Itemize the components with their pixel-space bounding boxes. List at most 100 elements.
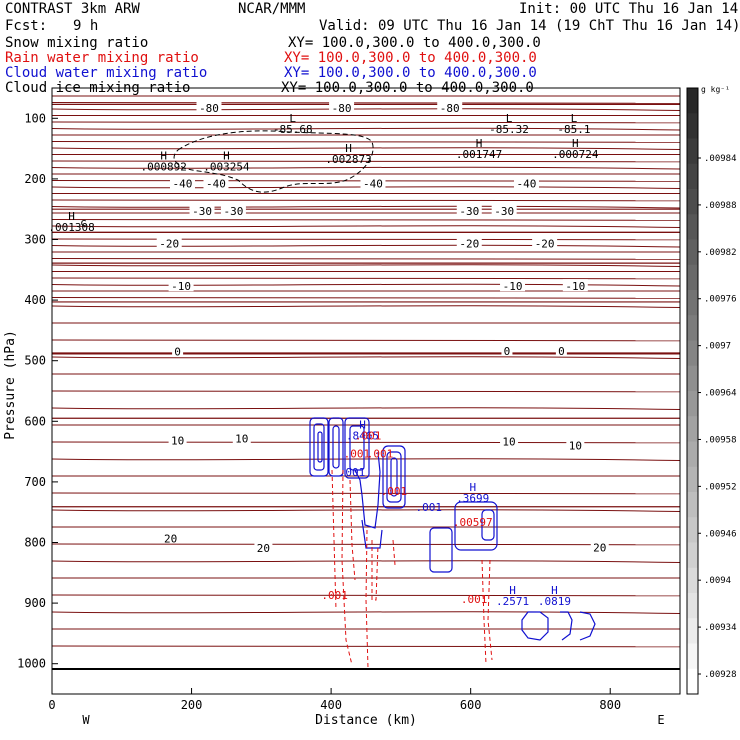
extremum-value: -85.1	[557, 123, 590, 136]
temperature-label: -20	[159, 238, 179, 251]
temperature-label: 10	[171, 435, 184, 448]
colorbar-label: .00984	[704, 154, 737, 164]
field-name: Cloud ice mixing ratio	[5, 80, 191, 96]
isotherm-line	[51, 277, 681, 280]
temperature-label-bg	[169, 176, 195, 189]
colorbar-swatch	[687, 264, 698, 291]
extremum-value: .3699	[456, 492, 489, 505]
isotherm-line	[51, 238, 681, 241]
colorbar: g kg⁻¹ .00984 .00988 .00982 .00976 .0097 .0096…	[686, 85, 737, 695]
isotherm-line	[51, 101, 681, 104]
temperature-label: -80	[199, 102, 219, 115]
extremum-value: .0819	[538, 595, 571, 608]
colorbar-swatch	[687, 340, 698, 367]
valid-label: Valid: 09 UTC Thu 16 Jan 14 (19 ChT Thu …	[319, 18, 740, 34]
init-label: Init: 00 UTC Thu 16 Jan 14	[519, 1, 739, 17]
colorbar-label: .0094	[704, 576, 731, 586]
extremum-marker: H	[160, 150, 167, 163]
y-axis-label: Pressure (hPa)	[3, 330, 18, 440]
isotherm-line	[51, 166, 681, 170]
field-name: Rain water mixing ratio	[5, 50, 199, 66]
y-tick-label: 600	[24, 414, 46, 428]
colorbar-swatch	[687, 492, 698, 518]
temperature-label-bg	[161, 531, 180, 544]
temperature-label: -30	[459, 205, 479, 218]
temperature-label: -80	[440, 102, 460, 115]
fcst-label: Fcst:	[5, 18, 48, 34]
org-label: NCAR/MMM	[238, 1, 306, 17]
colorbar-swatch	[687, 567, 698, 594]
temperature-label-bg	[513, 176, 539, 189]
y-tick-label: 300	[24, 233, 46, 247]
temperature-label: -30	[494, 205, 514, 218]
extremum-marker: H	[572, 137, 579, 150]
extremum-marker: H	[551, 584, 558, 597]
temperature-label: 10	[569, 440, 582, 453]
temperature-label: -10	[171, 280, 191, 293]
temperature-label: 20	[164, 532, 177, 545]
temperature-label: -10	[565, 280, 585, 293]
temperature-labels: -80 -80 -80 -40 -40 -40 -40 -30 -30 -30 -30 -20 -20 -…	[156, 100, 609, 555]
colorbar-label: .00934	[704, 623, 737, 633]
contour-label: .001	[355, 429, 382, 442]
temperature-label: 0	[174, 346, 181, 359]
colorbar-swatch	[687, 189, 698, 215]
temperature-label-bg	[156, 236, 182, 249]
y-tick-label: 1000	[17, 657, 46, 671]
isotherm-line	[51, 108, 681, 111]
colorbar-label: .00958	[704, 435, 737, 445]
temperature-label-bg	[196, 100, 222, 113]
temperature-label: 0	[558, 345, 565, 358]
temperature-label-bg	[500, 279, 526, 292]
isotherm-labeled-line	[51, 301, 681, 303]
temperature-label: -80	[332, 102, 352, 115]
temperature-label-bg	[532, 236, 558, 249]
extremum-marker: H	[476, 137, 483, 150]
temperature-label-bg	[254, 540, 273, 553]
temperature-label: 20	[257, 542, 270, 555]
field-xy: XY= 100.0,300.0 to 400.0,300.0	[284, 50, 537, 66]
colorbar-swatch	[687, 593, 698, 619]
contour-label: c	[80, 216, 87, 229]
temperature-label: -30	[223, 205, 243, 218]
contour-label: .00597	[453, 516, 493, 529]
contour-label: .001	[416, 501, 443, 514]
colorbar-swatch	[687, 239, 698, 266]
isotherm-line	[51, 127, 681, 131]
temperature-label-bg	[168, 279, 194, 292]
x-tick-label: 200	[181, 698, 203, 712]
contour-label: .001	[321, 589, 348, 602]
extremum-marker: H	[223, 150, 230, 163]
y-tick-label: 800	[24, 536, 46, 550]
colorbar-label: .0097	[704, 342, 731, 352]
temperature-label: -10	[503, 280, 523, 293]
temperature-label-bg	[360, 176, 386, 189]
contour-label: .001	[339, 466, 366, 479]
colorbar-label: .00982	[704, 248, 737, 258]
extremum-value: -85.68	[273, 123, 313, 136]
isotherm-line	[51, 645, 681, 648]
temperature-label: 10	[235, 432, 248, 445]
temperature-label-bg	[456, 204, 482, 217]
contour-label: .001	[381, 485, 408, 498]
extremum-value: .000724	[552, 148, 599, 161]
extrema-labels: L-85.68L-85.32L-85.1H.000892H.003254H.00…	[48, 112, 599, 608]
isotherm-line	[51, 257, 681, 260]
colorbar-label: .00952	[704, 482, 737, 492]
temperature-label-bg	[491, 204, 517, 217]
model-label: CONTRAST 3km ARW	[5, 1, 140, 17]
extremum-value: .001308	[48, 221, 94, 234]
temperature-label-bg	[562, 279, 588, 292]
isotherm-line	[51, 225, 681, 228]
x-tick-label: 600	[460, 698, 482, 712]
x-axis: 0 200 400 600 800	[48, 688, 621, 712]
field-xy: XY= 100.0,300.0 to 400.0,300.0	[288, 35, 541, 51]
contour-label: .001	[344, 448, 371, 461]
colorbar-swatch	[687, 138, 698, 165]
plot-frame	[51, 87, 681, 695]
y-tick-label: 700	[24, 475, 46, 489]
isotherm-line	[51, 356, 681, 359]
extremum-marker: L	[289, 112, 296, 125]
colorbar-swatch	[687, 214, 698, 240]
field-name: Snow mixing ratio	[5, 35, 149, 51]
